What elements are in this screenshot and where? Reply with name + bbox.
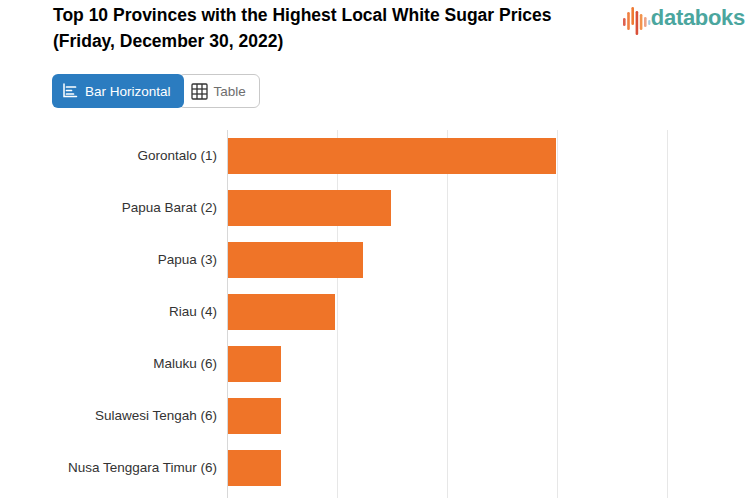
page-title: Top 10 Provinces with the Highest Local … (53, 2, 613, 28)
gridline (337, 130, 338, 498)
table-icon (191, 83, 208, 100)
bar-chart: Gorontalo (1) Papua Barat (2) Papua (3) Ria… (0, 130, 753, 498)
bar-papua[interactable] (228, 242, 363, 278)
bar-sulawesi-tengah[interactable] (228, 398, 281, 434)
table-button[interactable]: Table (178, 74, 260, 108)
category-label: Sulawesi Tengah (6) (0, 407, 217, 425)
databoks-logo-text: databoks (651, 4, 745, 32)
category-label: Nusa Tenggara Timur (6) (0, 459, 217, 477)
chart-title-block: Top 10 Provinces with the Highest Local … (53, 2, 613, 54)
bar-horizontal-button[interactable]: Bar Horizontal (52, 74, 184, 108)
bar-horizontal-icon (62, 83, 78, 99)
bar-riau[interactable] (228, 294, 335, 330)
category-label: Maluku (6) (0, 355, 217, 373)
databoks-logo: databoks (622, 4, 745, 40)
view-toggle-group: Bar Horizontal Table (52, 74, 260, 108)
category-label: Gorontalo (1) (0, 147, 217, 165)
gridline (557, 130, 558, 498)
bar-papua-barat[interactable] (228, 190, 391, 226)
bar-horizontal-label: Bar Horizontal (85, 84, 171, 99)
bar-nusa-tenggara-timur[interactable] (228, 450, 281, 486)
category-label: Papua (3) (0, 251, 217, 269)
gridline (667, 130, 668, 498)
table-label: Table (214, 84, 246, 99)
category-label: Papua Barat (2) (0, 199, 217, 217)
page-subtitle: (Friday, December 30, 2022) (53, 28, 613, 54)
category-label: Riau (4) (0, 303, 217, 321)
bar-maluku[interactable] (228, 346, 281, 382)
databoks-pulse-icon (622, 4, 651, 40)
gridline (447, 130, 448, 498)
bar-gorontalo[interactable] (228, 138, 556, 174)
